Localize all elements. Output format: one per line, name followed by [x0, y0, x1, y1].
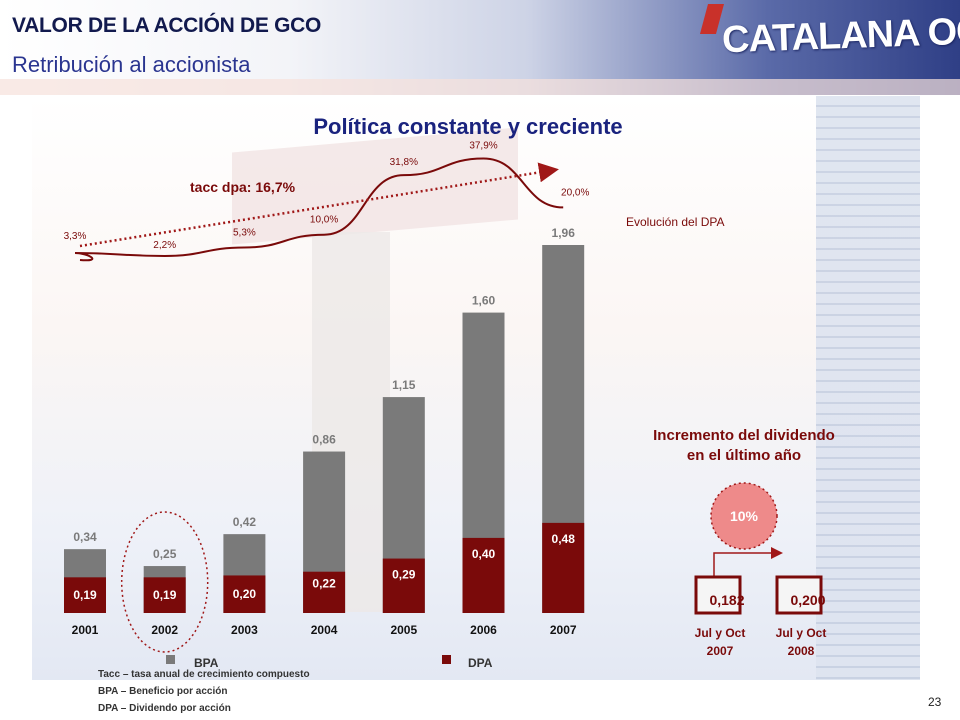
footnote-bpa: BPA – Beneficio por acción: [98, 686, 228, 697]
page-title: VALOR DE LA ACCIÓN DE GCO: [12, 14, 322, 37]
legend-swatch-bpa: [166, 655, 175, 664]
chart-title: Política constante y creciente: [313, 114, 622, 139]
dpa-growth-legend: Evolución del DPA: [626, 215, 725, 229]
dividend-period-line1-1: Jul y Oct: [695, 626, 746, 640]
growth-label-2005: 31,8%: [390, 157, 418, 168]
dividend-period-line2-1: 2007: [707, 644, 734, 658]
dpa-label-2003: 0,20: [233, 587, 257, 601]
dpa-label-2005: 0,29: [392, 568, 416, 582]
bar-dpa-2004: [303, 571, 346, 613]
dpa-growth-line: [74, 157, 564, 262]
bar-dpa-2005: [382, 558, 425, 613]
x-tick-label-2003: 2003: [231, 623, 258, 637]
dpa-label-2004: 0,22: [312, 577, 336, 591]
bar-dpa-2002: [143, 577, 186, 613]
footnote-tacc: Tacc – tasa anual de crecimiento compues…: [98, 669, 310, 680]
bpa-label-2002: 0,25: [153, 547, 177, 561]
increase-title-line2: en el último año: [687, 447, 801, 464]
x-tick-label-2006: 2006: [470, 623, 497, 637]
dividend-box-2: [775, 575, 823, 615]
bpa-label-2005: 1,15: [392, 378, 416, 392]
footnote-dpa: DPA – Dividendo por acción: [98, 703, 231, 714]
bpa-label-2003: 0,42: [233, 515, 257, 529]
growth-label-2006: 37,9%: [469, 141, 497, 152]
growth-label-2007: 20,0%: [561, 187, 589, 198]
growth-label-2004: 10,0%: [310, 215, 338, 226]
page-number: 23: [928, 695, 942, 709]
bar-group: 0,34 0,19 2001 0,25 0,19 2002 0,42 0,20 2003 0,86…: [64, 226, 585, 653]
dpa-label-2001: 0,19: [73, 588, 97, 602]
x-tick-label-2002: 2002: [151, 623, 178, 637]
dpa-label-2002: 0,19: [153, 588, 177, 602]
bar-dpa-2001: [64, 577, 106, 613]
bpa-label-2006: 1,60: [472, 294, 496, 308]
legend-label-dpa: DPA: [468, 656, 493, 670]
dpa-label-2007: 0,48: [552, 532, 576, 546]
bpa-label-2007: 1,96: [552, 226, 576, 240]
dpa-growth-curve: 3,3% 2,2% 5,3% 10,0% 31,8% 37,9% 20,0% Evolució…: [64, 141, 725, 262]
increase-arrow: [713, 547, 783, 582]
x-tick-label-2001: 2001: [72, 623, 99, 637]
bar-dpa-2007: [542, 522, 585, 613]
page-subtitle: Retribución al accionista: [12, 52, 251, 77]
dividend-period-line2-2: 2008: [788, 644, 815, 658]
legend-swatch-dpa: [442, 655, 451, 664]
growth-label-2001: 3,3%: [64, 231, 87, 242]
header-strip: [0, 79, 960, 95]
background-building-photo: [816, 96, 920, 680]
bar-dpa-2006: [462, 537, 505, 613]
x-tick-label-2005: 2005: [390, 623, 417, 637]
dividend-value-1: 0,182: [709, 592, 744, 608]
growth-label-2003: 5,3%: [233, 228, 256, 239]
bpa-label-2001: 0,34: [73, 530, 97, 544]
trend-label: tacc dpa: 16,7%: [190, 179, 296, 195]
dpa-label-2006: 0,40: [472, 547, 496, 561]
legend-label-bpa: BPA: [194, 656, 219, 670]
increase-title-line1: Incremento del dividendo: [653, 427, 835, 444]
x-tick-label-2004: 2004: [311, 623, 338, 637]
trend-arrow: [79, 162, 559, 248]
growth-label-2002: 2,2%: [153, 240, 176, 251]
dividend-period-line1-2: Jul y Oct: [776, 626, 827, 640]
bpa-label-2004: 0,86: [312, 433, 336, 447]
dividend-box-1: [694, 575, 742, 615]
chart-annotations: tacc dpa: 16,7% BPA DPA Incremento del divi…: [79, 162, 835, 670]
increase-badge-label: 10%: [730, 508, 759, 524]
increase-badge: [710, 482, 778, 550]
x-tick-label-2007: 2007: [550, 623, 577, 637]
highlight-ellipse-2002: [120, 511, 209, 653]
bar-dpa-2003: [223, 575, 266, 613]
dividend-value-2: 0,200: [790, 592, 825, 608]
